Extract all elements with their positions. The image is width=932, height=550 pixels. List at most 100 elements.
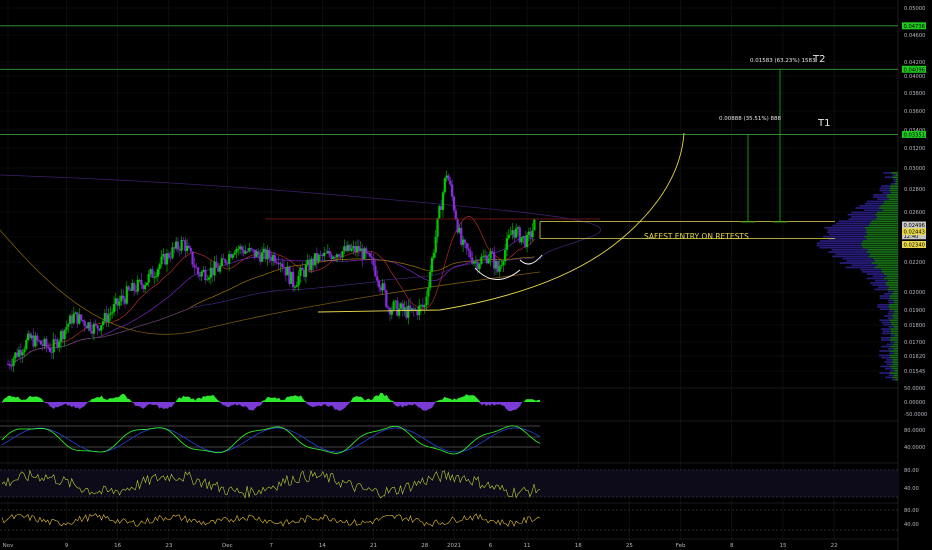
profile-bar-up [861,244,898,247]
profile-bar-down [831,249,869,251]
price-axis[interactable]: 0.05000 0.04600 0.04200 0.04000 0.03800 0.036… [902,6,927,528]
profile-bar-up [867,233,898,236]
candle-body [339,256,342,258]
profile-bar-down [826,231,867,234]
candle-body [50,351,53,353]
candle-body [67,323,70,327]
candle-body [12,358,15,367]
candle-body [257,251,260,255]
candle-body [224,259,227,264]
candle-body [222,258,225,260]
profile-bar-up [888,306,898,308]
candle-body [112,304,116,313]
profile-bar-up [871,262,898,264]
y-tick-label: 0.04600 [904,33,925,39]
candle-body [206,279,209,281]
momentum-up-area [2,392,540,402]
annotation-text: SAFEST ENTRY ON RETESTS [644,232,749,241]
candle-body [452,196,456,211]
profile-bar-up [875,213,898,216]
profile-bar-down [888,326,894,328]
candle-body [59,331,63,342]
candle-body [522,235,525,238]
candle-body [463,239,467,243]
x-tick-label: 25 [626,543,633,549]
candle-body [372,257,375,266]
candle-body [39,340,42,345]
candle-body [292,271,295,288]
annotation-text: T2 [812,54,825,65]
profile-bar-up [892,343,898,346]
price-label: 0.04096 [904,67,925,73]
candle-body [438,206,441,219]
profile-bar-down [893,178,896,181]
candle-body [315,253,318,262]
profile-bar-down [882,323,892,326]
profile-bar-up [892,367,898,370]
profile-bar-down [870,282,886,284]
wave-tick-label: 80.0000 [904,428,925,434]
profile-bar-up [892,176,898,179]
profile-bar-up [896,180,898,183]
profile-bar-down [884,293,892,295]
candle-body [330,254,333,259]
y-tick-label: 0.01620 [904,354,925,360]
candle-body [421,304,424,308]
profile-bar-down [873,194,887,196]
candle-body [226,263,229,265]
profile-bar-down [881,339,891,341]
candle-body [456,219,459,233]
annotation-text: T1 [817,118,830,129]
candle-body [399,303,403,309]
candle-body [485,255,488,264]
candle-body [251,249,255,251]
y-tick-label: 0.01700 [904,340,925,346]
candle-body [136,280,139,292]
profile-bar-down [888,374,894,377]
candle-body [377,280,381,288]
candle-body [105,313,108,323]
profile-bar-down [879,350,890,352]
candle-body [416,309,419,316]
profile-bar-up [894,341,898,344]
profile-bar-down [888,290,894,293]
profile-bar-down [866,200,885,203]
profile-bar-down [881,337,891,339]
profile-bar-up [894,352,898,355]
profile-bar-down [887,299,894,302]
candle-body [153,276,156,278]
candle-body [350,248,353,251]
candle-body [87,322,90,329]
candle-body [235,248,238,253]
x-tick-label: 23 [165,543,172,549]
candle-body [162,253,165,257]
candle-body [460,227,463,245]
candle-body [436,218,439,237]
rsi-tick-label: 80.00 [904,468,919,474]
candle-body [504,249,507,262]
candle-body [345,246,348,251]
candle-body [323,252,326,257]
candle-body [111,312,114,314]
y-tick-label: 0.02800 [904,187,925,193]
stoch-tick-label: 40.00 [904,522,919,528]
candle-body [515,228,518,238]
profile-bar-up [893,310,898,313]
profile-bar-up [892,363,898,366]
candle-body [231,254,234,258]
candle-body [27,333,30,341]
profile-bar-up [866,251,898,253]
candle-body [37,340,41,342]
price-label-bg [902,241,926,248]
handle-curve [474,267,521,280]
profile-bar-down [851,264,878,267]
price-label-bg [902,130,926,138]
candle-body [359,248,362,251]
profile-bar-up [892,376,898,379]
x-tick-label: 16 [114,543,121,549]
profile-bar-down [889,352,895,355]
profile-bar-down [824,227,865,229]
profile-bar-up [866,238,898,240]
time-axis[interactable]: Nov 9 16 23 Dec 7 14 21 28 2021 6 11 18 25 Feb 8 15 22 [3,543,838,549]
